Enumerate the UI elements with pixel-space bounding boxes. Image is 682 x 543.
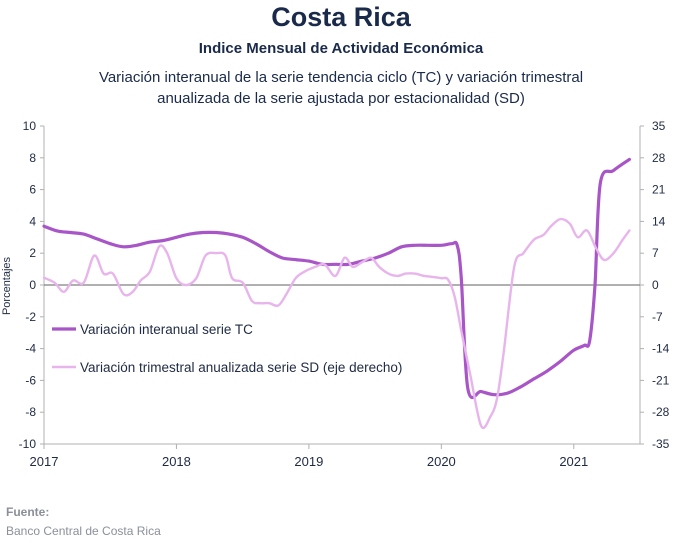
left-tick-label: 6 [29, 183, 36, 197]
right-tick-label: -7 [652, 310, 663, 324]
left-tick-label: -6 [25, 373, 36, 387]
left-tick-label: 0 [29, 278, 36, 292]
chart-subtitle: Indice Mensual de Actividad Económica [198, 40, 484, 57]
x-tick-label: 2019 [294, 454, 323, 469]
right-tick-label: 28 [652, 151, 666, 165]
line-chart: -10 -8 -6 -4 -2 0 2 4 6 8 10 -35 -28 -21 -14 -7 0 7 14 21 28… [1, 119, 670, 469]
source-label: Fuente: [6, 505, 50, 519]
right-tick-label: 35 [652, 119, 666, 133]
right-tick-label: -14 [652, 342, 670, 356]
description-line-1: Variación interanual de la serie tendenc… [98, 69, 584, 86]
chart-description: Variación interanual de la serie tendenc… [0, 67, 682, 109]
right-tick-label: -21 [652, 373, 670, 387]
legend-label: Variación trimestral anualizada serie SD… [80, 360, 402, 375]
right-tick-label: 7 [652, 246, 659, 260]
description-line-2: anualizada de la serie ajustada por esta… [157, 90, 525, 107]
legend-label: Variación interanual serie TC [80, 322, 253, 337]
left-tick-label: 2 [29, 246, 36, 260]
y-axis-label: Porcentajes [1, 256, 13, 315]
right-tick-label: -35 [652, 437, 670, 451]
left-tick-label: 4 [29, 214, 36, 228]
left-tick-label: -4 [25, 342, 36, 356]
series-line-sd [42, 217, 631, 430]
x-tick-label: 2017 [30, 454, 59, 469]
left-tick-label: -2 [25, 310, 36, 324]
left-tick-label: 8 [29, 151, 36, 165]
right-tick-label: 0 [652, 278, 659, 292]
x-tick-label: 2021 [559, 454, 588, 469]
chart-legend: Variación interanual serie TC Variación t… [52, 322, 402, 375]
left-tick-label: -10 [19, 437, 37, 451]
x-tick-label: 2020 [427, 454, 456, 469]
source-text: Banco Central de Costa Rica [6, 524, 161, 538]
left-tick-label: 10 [23, 119, 37, 133]
chart-series [42, 157, 631, 430]
x-tick-label: 2018 [162, 454, 191, 469]
right-tick-label: 21 [652, 183, 666, 197]
chart-axes: -10 -8 -6 -4 -2 0 2 4 6 8 10 -35 -28 -21 -14 -7 0 7 14 21 28… [19, 119, 670, 469]
right-tick-label: -28 [652, 405, 670, 419]
right-tick-label: 14 [652, 214, 666, 228]
chart-title: Costa Rica [271, 2, 411, 32]
left-tick-label: -8 [25, 405, 36, 419]
